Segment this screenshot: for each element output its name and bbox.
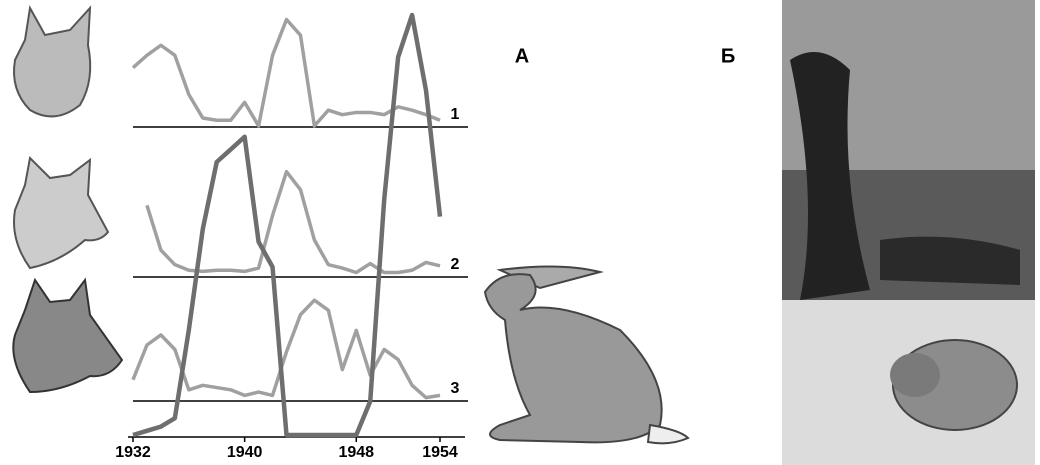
x-tick-label: 1954 — [422, 444, 458, 461]
hare-drawing — [483, 265, 690, 445]
population-line — [131, 17, 441, 128]
population-line — [145, 169, 441, 275]
series-label: 1 — [451, 106, 460, 123]
series-label: 3 — [451, 380, 460, 397]
fox-drawing — [13, 155, 110, 270]
lynx-drawing — [13, 4, 92, 118]
series-label: 2 — [451, 256, 460, 273]
x-tick-label: 1932 — [115, 444, 151, 461]
x-tick-label: 1940 — [227, 444, 263, 461]
photo — [782, 0, 1035, 465]
panel-label: Б — [721, 45, 735, 67]
population-line — [131, 298, 441, 400]
panel-label: А — [515, 45, 529, 67]
hare-line — [132, 12, 443, 438]
wolf-drawing — [12, 277, 124, 394]
x-tick-label: 1948 — [338, 444, 374, 461]
